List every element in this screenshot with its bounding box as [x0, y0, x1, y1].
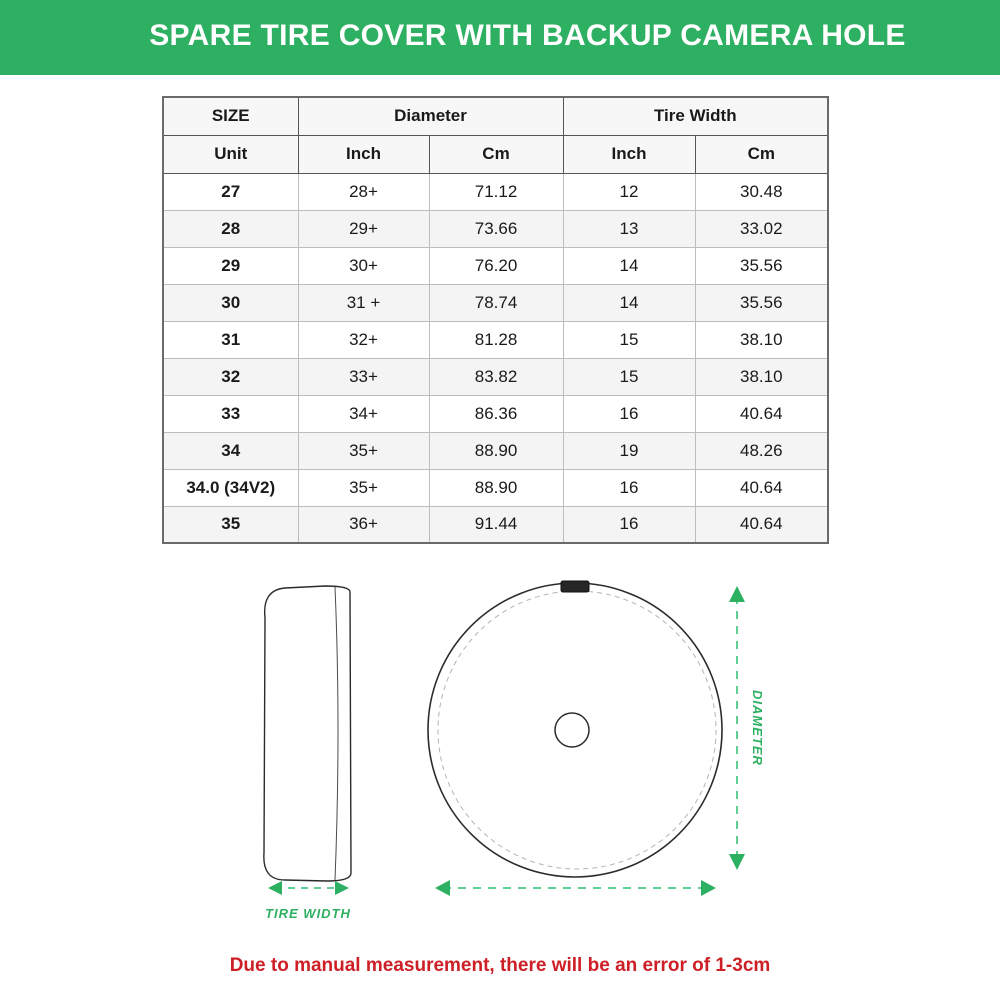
group-header-size: SIZE	[162, 96, 299, 136]
cell-size: 33	[162, 394, 299, 433]
front-view-group	[427, 580, 723, 878]
table-body: 27 28+ 71.12 12 30.48 28 29+ 73.66 13 33.02 29 30+ 7…	[162, 172, 829, 544]
cell-size: 34	[162, 431, 299, 470]
cell-size: 35	[162, 505, 299, 544]
diameter-arrow-right-icon	[701, 880, 716, 896]
size-chart-table: SIZE Diameter Tire Width Unit Inch Cm In…	[162, 96, 830, 544]
tire-width-label: TIRE WIDTH	[265, 906, 351, 921]
cell-width-cm: 33.02	[694, 209, 829, 248]
header-banner: SPARE TIRE COVER WITH BACKUP CAMERA HOLE	[0, 0, 1000, 75]
cell-width-cm: 35.56	[694, 246, 829, 285]
header-banner-inner: SPARE TIRE COVER WITH BACKUP CAMERA HOLE	[140, 0, 915, 72]
cell-diameter-cm: 88.90	[428, 468, 564, 507]
size-chart-container: SIZE Diameter Tire Width Unit Inch Cm In…	[162, 96, 830, 544]
product-diagram: TIRE WIDTH DIAMETER	[0, 548, 1000, 938]
cell-diameter-inch: 34+	[297, 394, 430, 433]
table-row: 34 35+ 88.90 19 48.26	[162, 431, 829, 470]
table-row: 27 28+ 71.12 12 30.48	[162, 172, 829, 211]
cell-diameter-inch: 30+	[297, 246, 430, 285]
group-header-diameter: Diameter	[297, 96, 564, 136]
cell-size: 34.0 (34V2)	[162, 468, 299, 507]
cell-diameter-inch: 29+	[297, 209, 430, 248]
cell-diameter-cm: 86.36	[428, 394, 564, 433]
unit-header-width-inch: Inch	[562, 134, 696, 174]
cell-diameter-cm: 76.20	[428, 246, 564, 285]
cell-diameter-inch: 35+	[297, 431, 430, 470]
camera-hole-icon	[560, 580, 590, 593]
diameter-vertical-dimension: DIAMETER	[729, 586, 765, 870]
group-header-tire-width: Tire Width	[562, 96, 829, 136]
diameter-arrow-left-icon	[435, 880, 450, 896]
cell-diameter-cm: 83.82	[428, 357, 564, 396]
cell-size: 28	[162, 209, 299, 248]
unit-header-diameter-inch: Inch	[297, 134, 430, 174]
unit-header-width-cm: Cm	[694, 134, 829, 174]
cell-width-inch: 15	[562, 320, 696, 359]
diameter-arrow-down-icon	[729, 854, 745, 870]
table-row: 28 29+ 73.66 13 33.02	[162, 209, 829, 248]
tire-width-dimension: TIRE WIDTH	[265, 881, 351, 921]
table-row: 34.0 (34V2) 35+ 88.90 16 40.64	[162, 468, 829, 507]
cell-diameter-cm: 73.66	[428, 209, 564, 248]
cell-size: 32	[162, 357, 299, 396]
cell-width-cm: 40.64	[694, 505, 829, 544]
side-view-seam-line	[334, 586, 339, 881]
cell-diameter-inch: 32+	[297, 320, 430, 359]
cell-diameter-inch: 28+	[297, 172, 430, 211]
cell-diameter-inch: 33+	[297, 357, 430, 396]
cell-diameter-cm: 88.90	[428, 431, 564, 470]
cell-width-inch: 15	[562, 357, 696, 396]
diameter-horizontal-dimension	[435, 880, 716, 896]
cell-width-inch: 14	[562, 283, 696, 322]
tire-width-arrow-right-icon	[335, 881, 349, 895]
cell-width-inch: 16	[562, 468, 696, 507]
tire-width-arrow-left-icon	[268, 881, 282, 895]
table-row: 35 36+ 91.44 16 40.64	[162, 505, 829, 544]
cell-diameter-inch: 36+	[297, 505, 430, 544]
table-unit-header-row: Unit Inch Cm Inch Cm	[162, 134, 829, 174]
cell-diameter-cm: 91.44	[428, 505, 564, 544]
diameter-label: DIAMETER	[750, 690, 765, 766]
cell-size: 27	[162, 172, 299, 211]
cell-diameter-inch: 35+	[297, 468, 430, 507]
cell-width-inch: 13	[562, 209, 696, 248]
page-title: SPARE TIRE COVER WITH BACKUP CAMERA HOLE	[149, 19, 906, 52]
cell-diameter-inch: 31 +	[297, 283, 430, 322]
cell-width-cm: 40.64	[694, 468, 829, 507]
cell-width-inch: 14	[562, 246, 696, 285]
table-row: 31 32+ 81.28 15 38.10	[162, 320, 829, 359]
cell-width-inch: 16	[562, 505, 696, 544]
cell-width-inch: 16	[562, 394, 696, 433]
table-row: 29 30+ 76.20 14 35.56	[162, 246, 829, 285]
side-view-group	[263, 585, 352, 882]
cell-size: 31	[162, 320, 299, 359]
cell-width-cm: 48.26	[694, 431, 829, 470]
table-row: 30 31 +78.74 14 35.56	[162, 283, 829, 322]
measurement-disclaimer: Due to manual measurement, there will be…	[229, 955, 771, 976]
front-view-stitch-circle	[437, 590, 717, 870]
unit-header-diameter-cm: Cm	[428, 134, 564, 174]
cell-diameter-cm: 81.28	[428, 320, 564, 359]
cell-width-cm: 35.56	[694, 283, 829, 322]
table-group-header-row: SIZE Diameter Tire Width	[162, 96, 829, 136]
center-hole-icon	[554, 712, 590, 748]
cell-width-cm: 30.48	[694, 172, 829, 211]
table-head: SIZE Diameter Tire Width Unit Inch Cm In…	[162, 96, 829, 174]
cell-width-cm: 38.10	[694, 357, 829, 396]
table-row: 32 33+ 83.82 15 38.10	[162, 357, 829, 396]
cell-size: 30	[162, 283, 299, 322]
table-row: 33 34+ 86.36 16 40.64	[162, 394, 829, 433]
cell-diameter-cm: 78.74	[428, 283, 564, 322]
cell-diameter-cm: 71.12	[428, 172, 564, 211]
side-view-outline	[263, 585, 352, 882]
cell-width-inch: 19	[562, 431, 696, 470]
diameter-arrow-up-icon	[729, 586, 745, 602]
cell-size: 29	[162, 246, 299, 285]
unit-header-unit: Unit	[162, 134, 299, 174]
cell-width-cm: 38.10	[694, 320, 829, 359]
cell-width-inch: 12	[562, 172, 696, 211]
cell-width-cm: 40.64	[694, 394, 829, 433]
